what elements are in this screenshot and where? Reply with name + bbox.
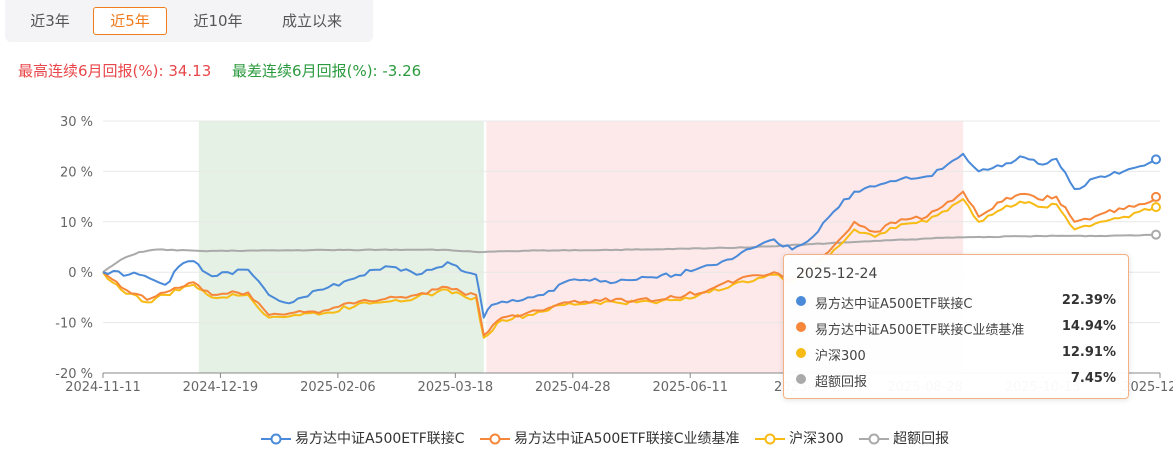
legend-line-icon: [261, 433, 291, 445]
tooltip-dot-hs300: [796, 348, 806, 358]
chart-legend: 易方达中证A500ETF联接C 易方达中证A500ETF联接C业绩基准 沪深30…: [260, 428, 959, 448]
end-markers: [1151, 154, 1161, 240]
tooltip-dot-excess: [796, 374, 806, 384]
x-tick-label: 2025-12-01: [1122, 380, 1173, 395]
x-tick-label: 2024-12-19: [183, 380, 259, 395]
x-tick-label: 2024-11-11: [65, 380, 141, 395]
legend-label: 易方达中证A500ETF联接C: [295, 431, 465, 447]
tab-5y[interactable]: 近5年: [93, 7, 167, 35]
tooltip-dot-benchmark: [796, 322, 806, 332]
tab-since-inception[interactable]: 成立以来: [281, 12, 342, 30]
legend-label: 沪深300: [788, 431, 844, 447]
legend-item-benchmark[interactable]: 易方达中证A500ETF联接C业绩基准: [479, 428, 740, 448]
y-tick-label: 20 %: [60, 165, 93, 180]
end-marker-benchmark: [1151, 191, 1161, 202]
tooltip-value: 7.45%: [1070, 371, 1116, 386]
period-tabs: 近3年 近5年 近10年 成立以来: [5, 0, 373, 42]
x-tick-label: 2025-04-28: [535, 380, 611, 395]
tooltip-name: 沪深300: [815, 349, 866, 364]
y-tick-label: -20 %: [55, 367, 93, 382]
series-line-benchmark: [102, 190, 1161, 337]
y-tick-label: 0 %: [68, 266, 93, 281]
y-tick-label: 30 %: [60, 115, 93, 130]
y-tick-label: 10 %: [60, 216, 93, 231]
shaded-period-up: [198, 121, 484, 373]
tooltip-value: 12.91%: [1061, 345, 1116, 360]
x-tick-label: 2025-06-11: [652, 380, 728, 395]
legend-line-icon: [754, 433, 785, 445]
tooltip-row-excess: 超额回报 7.45%: [796, 369, 1116, 391]
end-marker-excess: [1151, 229, 1161, 240]
x-tick-label: 2025-02-06: [300, 380, 376, 395]
best-6m-return: 最高连续6月回报(%): 34.13: [18, 62, 212, 80]
tab-10y[interactable]: 近10年: [193, 12, 243, 30]
tooltip-value: 22.39%: [1061, 293, 1116, 308]
end-marker-fund: [1151, 154, 1161, 165]
tooltip-row-benchmark: 易方达中证A500ETF联接C业绩基准 14.94%: [796, 317, 1116, 339]
tab-3y[interactable]: 近3年: [30, 12, 70, 30]
legend-item-fund[interactable]: 易方达中证A500ETF联接C: [260, 428, 465, 448]
return-stats: 最高连续6月回报(%): 34.13 最差连续6月回报(%): -3.26: [18, 60, 421, 81]
tooltip-name: 易方达中证A500ETF联接C: [815, 297, 973, 312]
tooltip-dot-fund: [796, 296, 806, 306]
legend-item-hs300[interactable]: 沪深300: [754, 428, 844, 448]
series-line-excess: [102, 233, 1161, 273]
tooltip-name: 易方达中证A500ETF联接C业绩基准: [815, 323, 1025, 338]
end-marker-hs300: [1151, 202, 1161, 213]
chart-tooltip: 2025-12-24 易方达中证A500ETF联接C 22.39% 易方达中证A…: [783, 254, 1129, 399]
y-tick-label: -10 %: [55, 317, 93, 332]
tooltip-name: 超额回报: [815, 375, 868, 390]
series-line-fund: [102, 152, 1161, 319]
legend-item-excess[interactable]: 超额回报: [858, 428, 949, 448]
legend-label: 易方达中证A500ETF联接C业绩基准: [513, 431, 740, 447]
legend-line-icon: [479, 433, 510, 445]
tooltip-row-fund: 易方达中证A500ETF联接C 22.39%: [796, 291, 1116, 313]
x-tick-label: 2025-03-18: [418, 380, 494, 395]
tooltip-row-hs300: 沪深300 12.91%: [796, 343, 1116, 365]
tooltip-value: 14.94%: [1061, 319, 1116, 334]
legend-label: 超额回报: [893, 431, 950, 447]
worst-6m-return: 最差连续6月回报(%): -3.26: [232, 62, 422, 80]
legend-line-icon: [859, 433, 890, 445]
y-axis: 30 % 20 % 10 % 0 % -10 % -20 %: [55, 115, 93, 382]
series-lines: [102, 152, 1161, 339]
tooltip-date: 2025-12-24: [796, 266, 878, 282]
